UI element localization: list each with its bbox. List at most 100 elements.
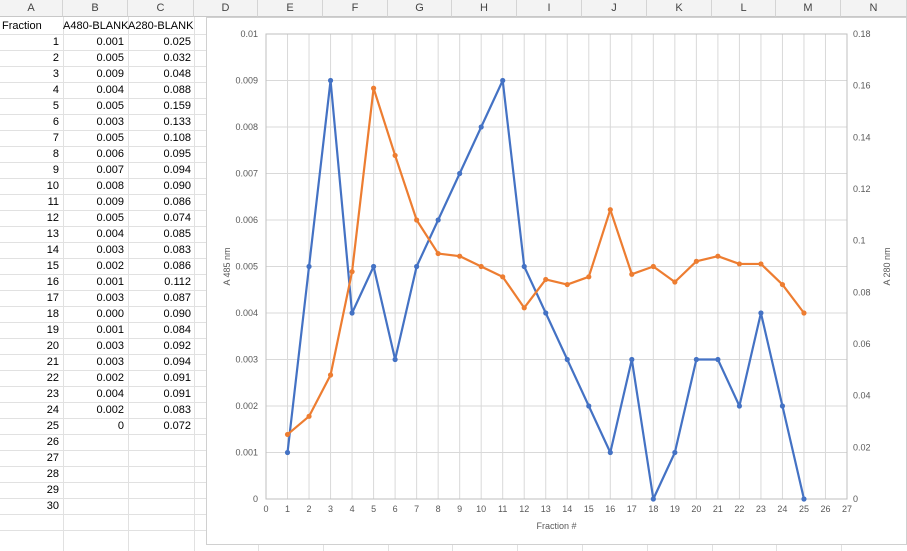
- a480-cell[interactable]: 0.003: [96, 292, 124, 304]
- a280-cell[interactable]: 0.032: [163, 52, 191, 64]
- a480-cell[interactable]: 0.009: [96, 68, 124, 80]
- fraction-cell[interactable]: 16: [46, 276, 59, 288]
- header-a280[interactable]: A280-BLANK: [128, 20, 194, 32]
- fraction-cell[interactable]: 10: [46, 180, 59, 192]
- a280-cell[interactable]: 0.084: [163, 324, 191, 336]
- column-header-j[interactable]: J: [582, 0, 647, 17]
- fraction-cell[interactable]: 28: [46, 468, 59, 480]
- a280-cell[interactable]: 0.087: [163, 292, 191, 304]
- fraction-cell[interactable]: 1: [52, 36, 59, 48]
- a480-cell[interactable]: 0.002: [96, 404, 124, 416]
- a480-cell[interactable]: 0.006: [96, 148, 124, 160]
- a480-cell[interactable]: [63, 450, 127, 466]
- column-header-a[interactable]: A: [0, 0, 63, 17]
- fraction-cell[interactable]: 2: [52, 52, 59, 64]
- fraction-cell[interactable]: 30: [46, 500, 59, 512]
- a480-cell[interactable]: 0.001: [96, 36, 124, 48]
- a280-cell[interactable]: 0.091: [163, 372, 191, 384]
- a480-cell[interactable]: 0: [117, 420, 124, 432]
- a480-cell[interactable]: [63, 482, 127, 498]
- a280-cell[interactable]: 0.086: [163, 196, 191, 208]
- fraction-cell[interactable]: 8: [52, 148, 59, 160]
- a280-cell[interactable]: 0.048: [163, 68, 191, 80]
- fraction-cell[interactable]: 26: [46, 436, 59, 448]
- a280-cell[interactable]: 0.085: [163, 228, 191, 240]
- a280-cell[interactable]: 0.094: [163, 164, 191, 176]
- a280-cell[interactable]: 0.133: [163, 116, 191, 128]
- a280-cell[interactable]: [128, 482, 194, 498]
- a480-cell[interactable]: 0.003: [96, 340, 124, 352]
- a480-cell[interactable]: 0.003: [96, 116, 124, 128]
- column-header-m[interactable]: M: [776, 0, 841, 17]
- a480-cell[interactable]: 0.004: [96, 388, 124, 400]
- a280-cell[interactable]: 0.092: [163, 340, 191, 352]
- column-header-g[interactable]: G: [388, 0, 452, 17]
- column-header-d[interactable]: D: [194, 0, 258, 17]
- a280-cell[interactable]: 0.095: [163, 148, 191, 160]
- a280-cell[interactable]: [128, 450, 194, 466]
- a480-cell[interactable]: 0.003: [96, 244, 124, 256]
- a280-cell[interactable]: 0.112: [164, 276, 191, 288]
- a280-cell[interactable]: [128, 434, 194, 450]
- fraction-cell[interactable]: 19: [46, 324, 59, 336]
- fraction-cell[interactable]: 22: [46, 372, 59, 384]
- a480-cell[interactable]: 0.001: [96, 276, 124, 288]
- a480-cell[interactable]: 0.009: [96, 196, 124, 208]
- a480-cell[interactable]: 0.005: [96, 100, 124, 112]
- fraction-cell[interactable]: 24: [46, 404, 59, 416]
- column-header-l[interactable]: L: [712, 0, 776, 17]
- fraction-cell[interactable]: 9: [52, 164, 59, 176]
- a480-cell[interactable]: 0.005: [96, 52, 124, 64]
- a480-cell[interactable]: 0.000: [96, 308, 124, 320]
- a480-cell[interactable]: 0.002: [96, 260, 124, 272]
- a480-cell[interactable]: 0.008: [96, 180, 124, 192]
- a280-cell[interactable]: 0.088: [163, 84, 191, 96]
- a480-cell[interactable]: 0.001: [96, 324, 124, 336]
- fraction-cell[interactable]: 5: [52, 100, 59, 112]
- a480-cell[interactable]: [63, 498, 127, 514]
- a280-cell[interactable]: 0.086: [163, 260, 191, 272]
- a280-cell[interactable]: 0.074: [163, 212, 191, 224]
- a480-cell[interactable]: 0.004: [96, 84, 124, 96]
- a480-cell[interactable]: 0.007: [96, 164, 124, 176]
- a480-cell[interactable]: [63, 466, 127, 482]
- fraction-cell[interactable]: 25: [46, 420, 59, 432]
- a280-cell[interactable]: 0.083: [163, 404, 191, 416]
- a280-cell[interactable]: 0.072: [163, 420, 191, 432]
- a280-cell[interactable]: 0.090: [163, 180, 191, 192]
- a480-cell[interactable]: 0.002: [96, 372, 124, 384]
- fraction-cell[interactable]: 7: [52, 132, 59, 144]
- a480-cell[interactable]: 0.003: [96, 356, 124, 368]
- a280-cell[interactable]: 0.159: [163, 100, 191, 112]
- column-header-b[interactable]: B: [63, 0, 128, 17]
- fraction-cell[interactable]: 18: [46, 308, 59, 320]
- fraction-cell[interactable]: 15: [46, 260, 59, 272]
- column-header-i[interactable]: I: [517, 0, 582, 17]
- column-header-h[interactable]: H: [452, 0, 517, 17]
- a280-cell[interactable]: 0.090: [163, 308, 191, 320]
- a280-cell[interactable]: [128, 466, 194, 482]
- fraction-cell[interactable]: 27: [46, 452, 59, 464]
- column-header-n[interactable]: N: [841, 0, 907, 17]
- a480-cell[interactable]: 0.004: [96, 228, 124, 240]
- header-a480[interactable]: A480-BLANK: [63, 20, 129, 32]
- fraction-cell[interactable]: 4: [52, 84, 59, 96]
- column-header-e[interactable]: E: [258, 0, 323, 17]
- fraction-cell[interactable]: 14: [46, 244, 59, 256]
- fraction-cell[interactable]: 12: [46, 212, 59, 224]
- column-header-c[interactable]: C: [128, 0, 194, 17]
- a280-cell[interactable]: 0.108: [163, 132, 191, 144]
- a480-cell[interactable]: 0.005: [96, 132, 124, 144]
- fraction-cell[interactable]: 11: [47, 196, 59, 208]
- a280-cell[interactable]: 0.091: [163, 388, 191, 400]
- a480-cell[interactable]: 0.005: [96, 212, 124, 224]
- a280-cell[interactable]: 0.094: [163, 356, 191, 368]
- a480-cell[interactable]: [63, 434, 127, 450]
- chart-frame[interactable]: 0 0.001 0.002 0.003 0.004 0.005 0.006 0.007 0.00…: [206, 17, 907, 545]
- column-header-k[interactable]: K: [647, 0, 712, 17]
- a280-cell[interactable]: [128, 498, 194, 514]
- fraction-cell[interactable]: 17: [46, 292, 59, 304]
- a280-cell[interactable]: 0.083: [163, 244, 191, 256]
- fraction-cell[interactable]: 3: [52, 68, 59, 80]
- header-fraction[interactable]: Fraction: [2, 20, 42, 32]
